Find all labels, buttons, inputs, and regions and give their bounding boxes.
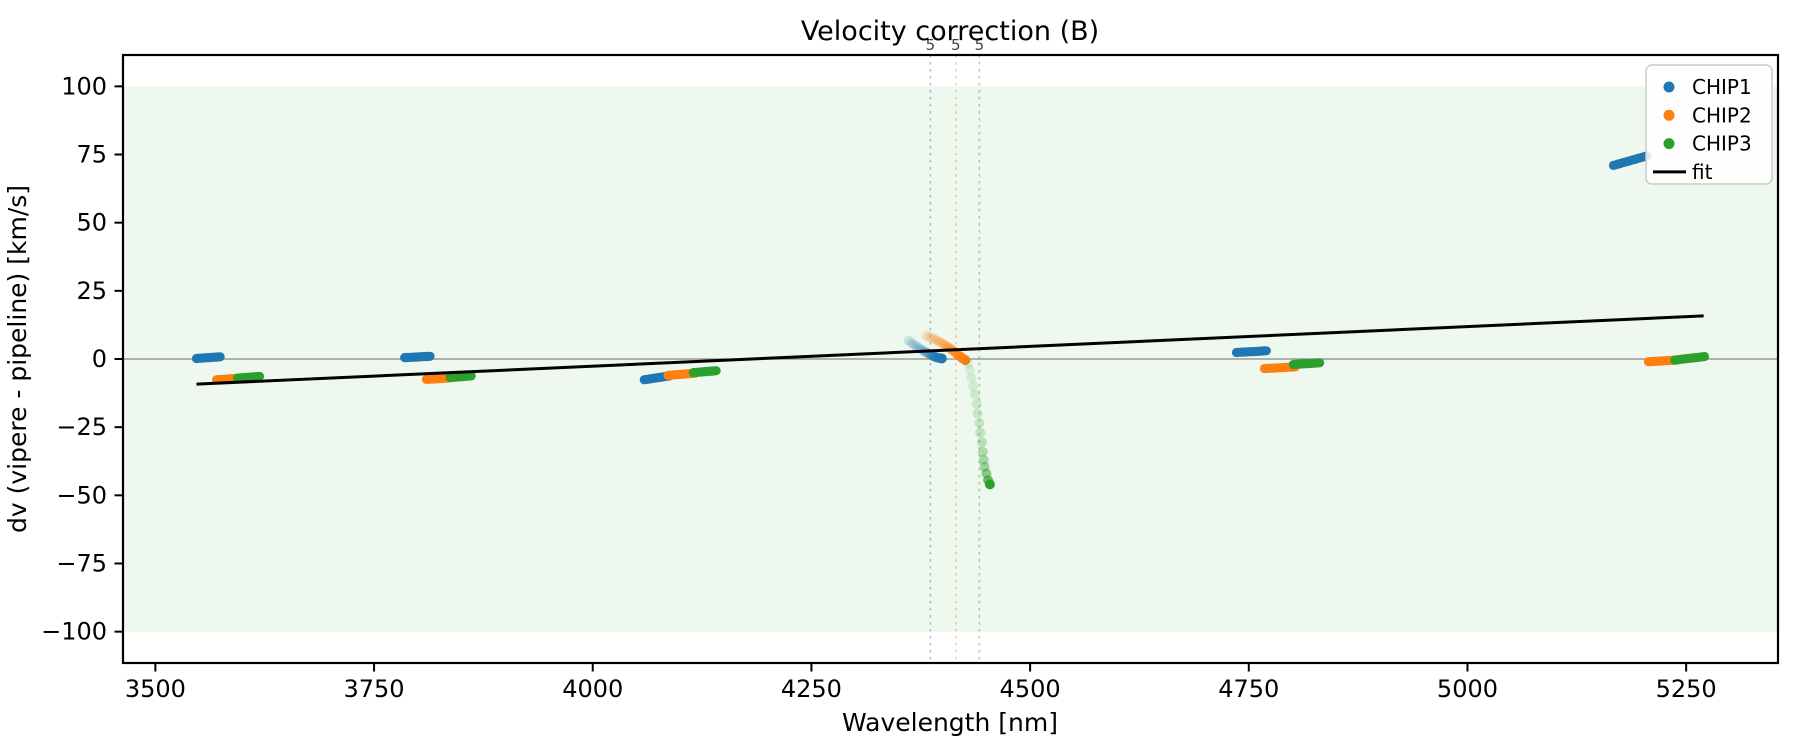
y-tick-label: 100 — [61, 72, 107, 100]
trail-dot — [960, 355, 971, 366]
legend-marker-dot — [1663, 109, 1675, 121]
y-tick-label: 75 — [76, 141, 107, 169]
trail-chip3 — [963, 358, 995, 490]
y-tick-label: 25 — [76, 277, 107, 305]
trail-dot — [936, 338, 947, 349]
legend-entry-label: CHIP1 — [1692, 75, 1752, 99]
order-marker-label: 5 — [926, 36, 936, 54]
scatter-dot — [215, 352, 225, 362]
order-marker-label: 5 — [951, 36, 961, 54]
x-tick-label: 4500 — [1000, 675, 1061, 703]
legend-marker-dot — [1663, 138, 1675, 150]
x-tick-label: 5000 — [1437, 675, 1498, 703]
trail-dot — [911, 341, 922, 352]
y-tick-label: −25 — [56, 413, 107, 441]
chart-title: Velocity correction (B) — [801, 16, 1099, 47]
y-axis: 100 75 50 25 0 −25 −50 −75 −100 — [41, 72, 123, 646]
series-chip1 — [191, 151, 1652, 385]
trail-dot — [975, 427, 986, 438]
x-tick-label: 4250 — [781, 675, 842, 703]
trail-dot — [966, 373, 977, 384]
x-tick-label: 3750 — [344, 675, 405, 703]
scatter-dot — [466, 371, 476, 381]
trail-dot — [921, 330, 931, 341]
x-axis-label: Wavelength [nm] — [842, 708, 1058, 737]
trail-dot — [984, 479, 995, 490]
legend-box — [1645, 64, 1773, 185]
trail-dot — [934, 336, 945, 347]
x-axis: 3500 3750 4000 4250 4500 4750 5000 5250 — [125, 663, 1717, 703]
legend-entry-label: CHIP2 — [1692, 103, 1752, 127]
trail-dot — [971, 399, 982, 409]
trail-dot — [931, 335, 942, 346]
trail-dot — [926, 332, 937, 343]
y-tick-label: −75 — [56, 549, 107, 577]
y-axis-label: dv (vipere - pipeline) [km/s] — [3, 185, 32, 533]
legend-marker-dot — [1663, 81, 1675, 93]
trail-dot — [903, 335, 914, 346]
trail-dot — [970, 389, 980, 400]
y-tick-label: 0 — [92, 345, 107, 373]
trail-dot — [963, 358, 973, 369]
trail-chip2 — [921, 330, 971, 366]
scatter-dot — [425, 351, 435, 361]
legend: CHIP1 CHIP2 CHIP3 fit — [1645, 64, 1773, 185]
trail-dot — [939, 339, 950, 350]
scatter-dot — [1699, 351, 1710, 362]
order-marker-label: 5 — [975, 36, 985, 54]
trail-dot — [936, 353, 947, 364]
legend-entry-label: fit — [1692, 160, 1713, 184]
x-tick-label: 4000 — [562, 675, 623, 703]
y-tick-label: 50 — [76, 209, 107, 237]
trail-dot — [977, 437, 987, 448]
legend-entry-label: CHIP3 — [1692, 132, 1752, 156]
scatter-dot — [1261, 346, 1271, 356]
trail-dot — [906, 337, 917, 348]
trail-dot — [928, 333, 939, 344]
scatter-dot — [711, 366, 721, 376]
trail-dot — [972, 408, 983, 419]
trail-dot — [974, 418, 985, 429]
x-tick-label: 3500 — [125, 675, 186, 703]
scatter-dot — [254, 371, 265, 381]
trail-dot — [968, 381, 979, 392]
x-tick-label: 4750 — [1218, 675, 1279, 703]
trail-dot — [964, 364, 975, 375]
trail-dot — [908, 339, 919, 350]
series-chip3 — [233, 351, 1710, 383]
scatter-dot — [1315, 358, 1325, 368]
trail-dot — [977, 446, 988, 457]
y-tick-label: −100 — [41, 618, 107, 646]
trail-dot — [978, 454, 989, 465]
y-tick-label: −50 — [56, 481, 107, 509]
trail-dot — [923, 331, 934, 342]
x-tick-label: 5250 — [1656, 675, 1717, 703]
fit-line — [196, 314, 1704, 386]
